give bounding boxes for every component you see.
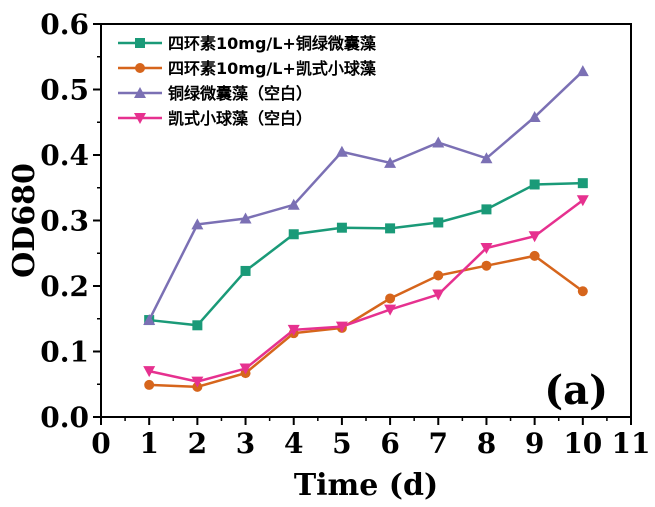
series-4-point: [480, 243, 493, 255]
legend-entry-1: 四环素10mg/L+铜绿微囊藻: [118, 34, 377, 53]
x-tick-label: 11: [612, 427, 651, 460]
y-tick-label: 0.0: [40, 401, 89, 434]
series-2-line: [149, 254, 584, 389]
legend-entry-3: 铜绿微囊藻（空白）: [118, 84, 312, 103]
series-3-point: [191, 218, 204, 230]
series-4: [143, 195, 589, 388]
y-tick-label: 0.6: [40, 8, 89, 41]
x-tick-label: 2: [188, 427, 207, 460]
series-1-point: [288, 229, 299, 240]
x-tick-label: 4: [284, 427, 303, 460]
x-tick-label: 5: [332, 427, 351, 460]
legend-label: 凯式小球藻（空白）: [168, 109, 312, 128]
series-layer: [143, 65, 589, 392]
panel-annotation: (a): [544, 367, 608, 414]
x-axis-title: Time (d): [294, 468, 438, 503]
series-2: [144, 250, 588, 392]
x-tick-label: 8: [477, 427, 496, 460]
series-3-point: [576, 65, 589, 77]
series-4-point: [143, 366, 156, 378]
y-tick-label: 0.2: [40, 270, 89, 303]
series-3-point: [335, 145, 348, 157]
series-3-point: [480, 152, 493, 164]
series-3-line: [148, 70, 584, 321]
series-1-point: [577, 178, 588, 189]
x-tick-label: 3: [236, 427, 255, 460]
series-4-point: [384, 304, 397, 316]
legend-marker: [134, 113, 146, 124]
series-3-point: [432, 136, 445, 148]
legend-label: 四环素10mg/L+铜绿微囊藻: [168, 34, 377, 53]
series-2-point: [481, 260, 492, 271]
series-3-point: [384, 156, 397, 168]
y-tick-label: 0.1: [40, 336, 89, 369]
series-2-point: [433, 270, 444, 281]
series-4-point: [528, 231, 541, 243]
x-tick-label: 0: [91, 427, 110, 460]
series-2-point: [577, 286, 588, 297]
series-1-point: [433, 217, 444, 228]
series-3-point: [143, 314, 156, 326]
series-3-point: [239, 212, 252, 224]
legend-marker: [135, 63, 145, 73]
series-1-point: [529, 179, 540, 190]
series-2-point: [144, 379, 155, 390]
y-tick-label: 0.4: [40, 139, 89, 172]
legend-marker: [135, 38, 145, 48]
series-1-point: [240, 265, 251, 276]
series-2-point: [529, 250, 540, 261]
x-tick-label: 9: [525, 427, 544, 460]
series-1-point: [481, 204, 492, 215]
series-1-point: [336, 222, 347, 233]
x-tick-label: 7: [429, 427, 448, 460]
series-1: [144, 178, 588, 331]
series-4-point: [576, 195, 589, 207]
x-tick-label: 10: [563, 427, 602, 460]
legend-label: 四环素10mg/L+凯式小球藻: [168, 59, 377, 78]
series-3: [143, 65, 589, 326]
series-4-line: [148, 199, 584, 383]
series-4-point: [287, 324, 300, 336]
series-4-point: [191, 376, 204, 388]
series-2-point: [385, 293, 396, 304]
series-1-point: [192, 320, 203, 331]
series-4-point: [432, 289, 445, 301]
x-tick-label: 1: [139, 427, 158, 460]
legend-entry-2: 四环素10mg/L+凯式小球藻: [118, 59, 377, 78]
legend-label: 铜绿微囊藻（空白）: [168, 84, 312, 103]
legend-marker: [134, 87, 146, 98]
series-1-point: [385, 223, 396, 234]
x-tick-label: 6: [380, 427, 399, 460]
y-axis-title: OD680: [7, 163, 42, 278]
series-4-point: [335, 321, 348, 333]
series-1-line: [149, 181, 583, 327]
series-3-point: [287, 198, 300, 210]
series-4-point: [239, 363, 252, 375]
axis-ticks: 0 1 2 3 4 5 6 7 8 9 10 11 0.0 0.1 0.2 0.3 0.4 0.5 0.6: [40, 8, 650, 460]
series-3-point: [528, 111, 541, 123]
y-tick-label: 0.3: [40, 205, 89, 238]
y-tick-label: 0.5: [40, 74, 89, 107]
plot-frame: [100, 23, 632, 418]
legend-entry-4: 凯式小球藻（空白）: [118, 109, 312, 128]
